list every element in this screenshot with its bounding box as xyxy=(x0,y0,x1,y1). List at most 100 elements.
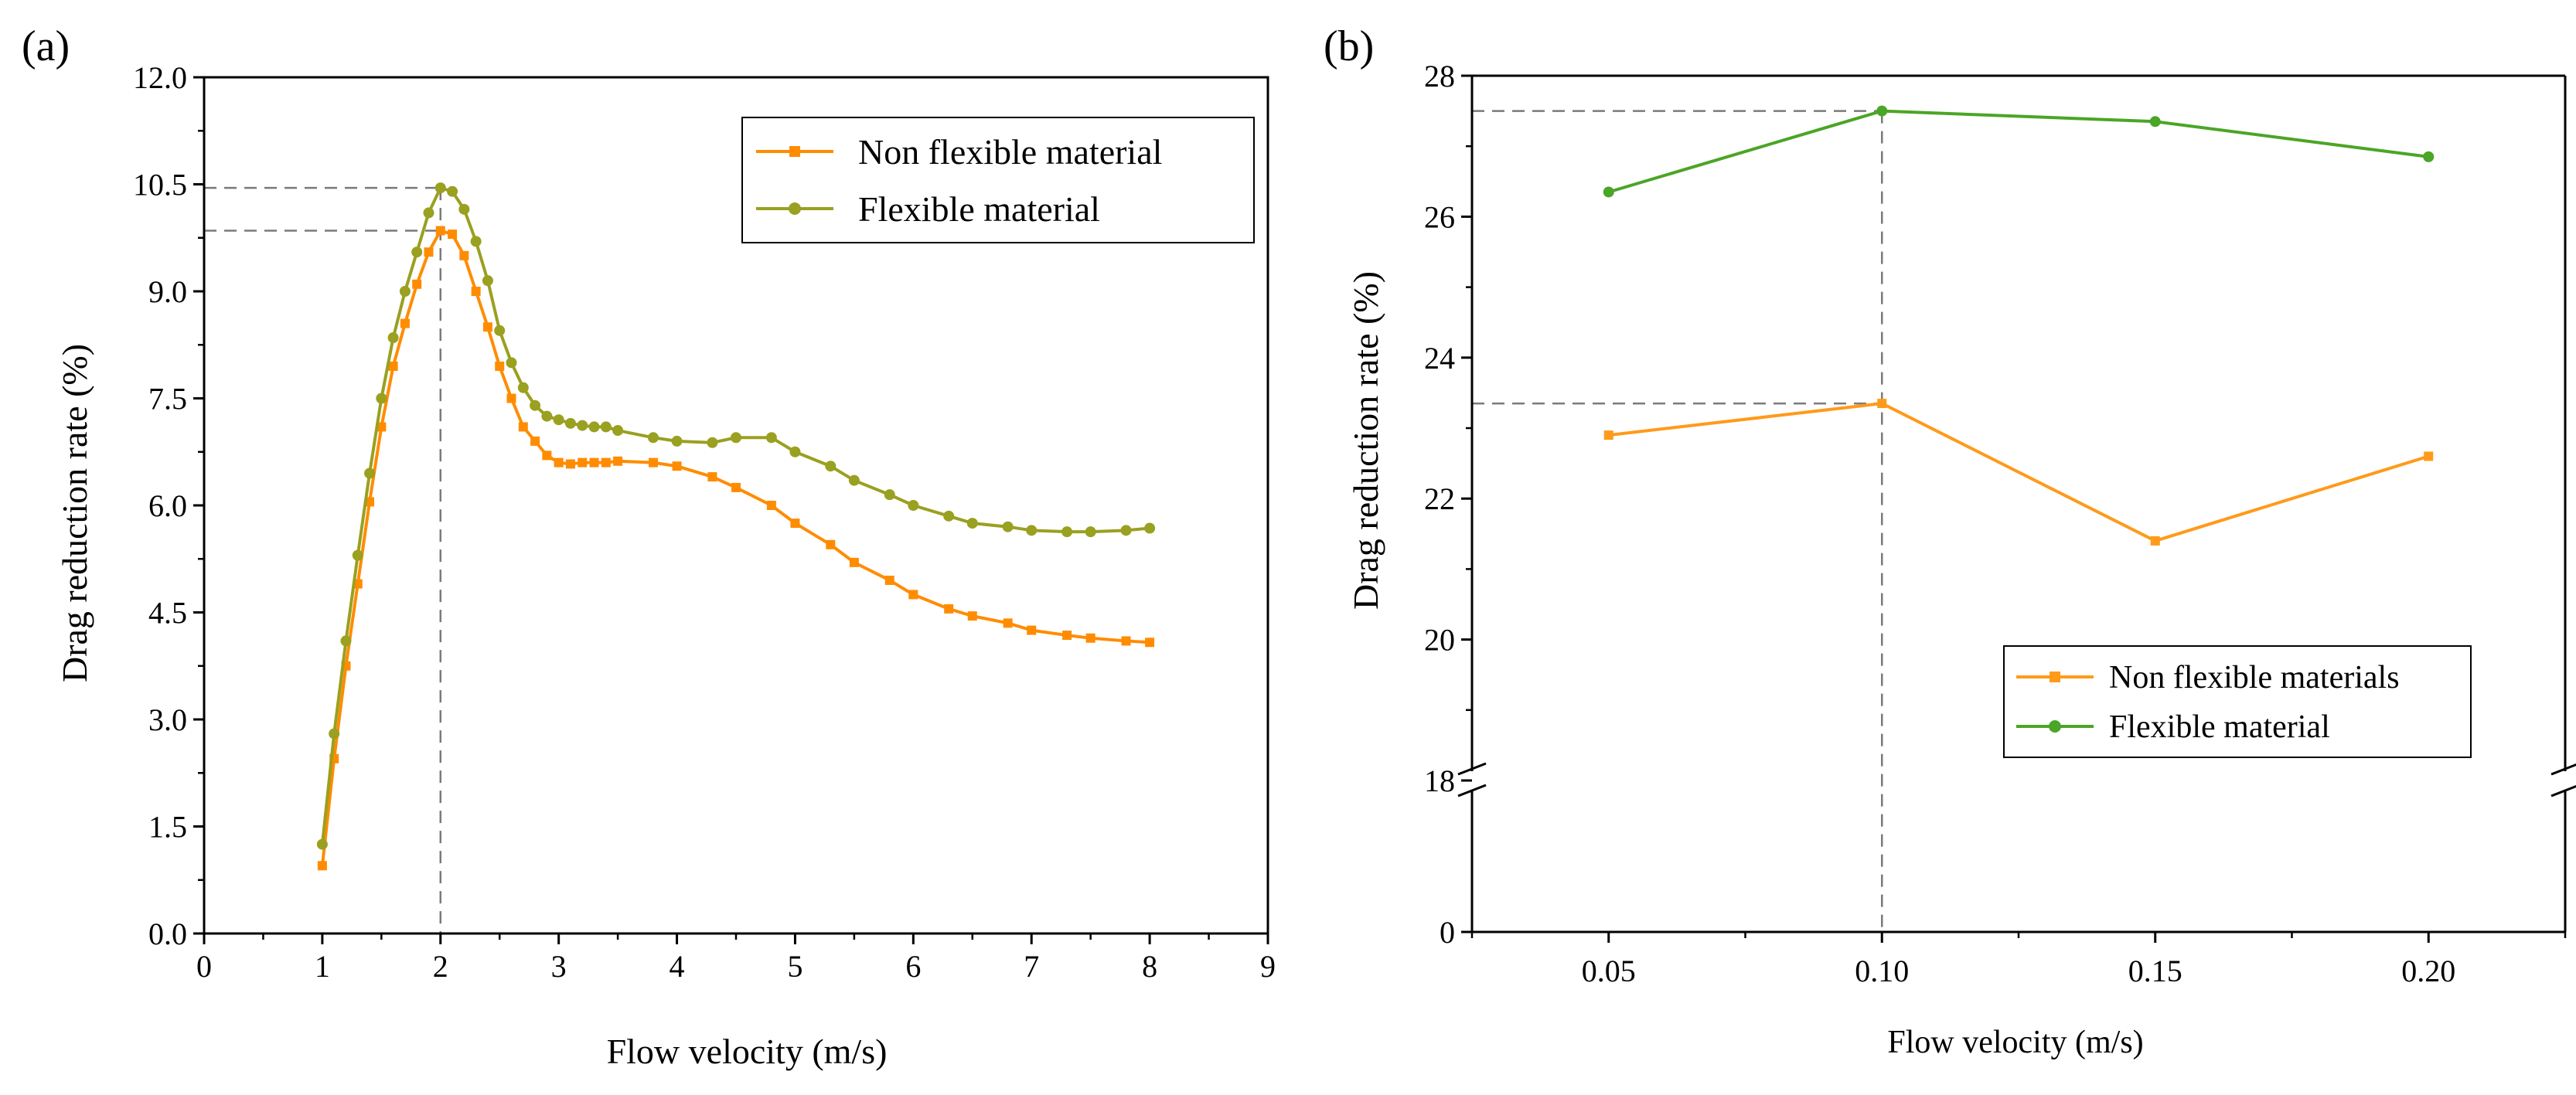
data-point xyxy=(2424,451,2434,461)
data-point xyxy=(412,279,422,289)
data-point xyxy=(908,500,919,511)
data-point xyxy=(672,461,682,471)
legend-marker xyxy=(2049,720,2061,733)
data-point xyxy=(944,604,954,614)
data-point xyxy=(966,518,978,529)
data-point xyxy=(1085,526,1096,538)
data-point xyxy=(564,417,576,429)
data-point xyxy=(601,457,611,468)
x-tick-label: 2 xyxy=(433,949,448,984)
series-line-1 xyxy=(320,186,1150,845)
data-point xyxy=(518,422,528,432)
data-point xyxy=(553,414,564,426)
series-line-1 xyxy=(1608,109,2429,194)
data-point xyxy=(1145,638,1155,648)
series-line-0 xyxy=(1608,402,2429,542)
y-tick-label: 3.0 xyxy=(148,702,187,737)
data-point xyxy=(1876,105,1888,117)
y-tick-label: 28 xyxy=(1424,59,1455,94)
data-point xyxy=(541,410,553,422)
chart-b: 0.05 0.10 0.15 0.20 0 18 20 22 24 26 28 Flow veloci… xyxy=(1346,59,2576,1060)
y-tick-label: 1.5 xyxy=(148,810,187,845)
y-tick-label: 0.0 xyxy=(148,916,187,951)
data-point xyxy=(2423,151,2435,162)
panel-a: (a) 0 1 2 3 4 5 6 7 8 9 0.0 1.5 3.0 4.5 6.0 7.5 9.0 10.5 1… xyxy=(0,0,1288,1091)
data-point xyxy=(884,489,895,501)
x-tick-label: 7 xyxy=(1024,949,1039,984)
legend-marker xyxy=(2050,672,2060,682)
data-point xyxy=(387,332,399,344)
data-point xyxy=(423,207,434,219)
data-point xyxy=(766,501,776,510)
data-point xyxy=(554,457,564,468)
panel-a-label: (a) xyxy=(22,22,70,70)
x-tick-label: 0.15 xyxy=(2128,954,2182,988)
data-point xyxy=(613,456,623,466)
data-point xyxy=(471,287,481,296)
y-tick-label: 9.0 xyxy=(148,274,187,309)
data-point xyxy=(1085,633,1095,643)
legend-label: Flexible material xyxy=(2109,709,2330,745)
data-point xyxy=(506,393,516,403)
x-tick-label: 6 xyxy=(905,949,921,984)
y-axis-label: Drag reduction rate (%) xyxy=(1346,271,1385,610)
data-point xyxy=(826,539,836,549)
data-point xyxy=(600,421,612,433)
data-point xyxy=(1603,186,1614,198)
data-point xyxy=(1002,521,1014,532)
x-tick-label: 8 xyxy=(1142,949,1157,984)
data-point xyxy=(578,457,588,468)
chart-a: 0 1 2 3 4 5 6 7 8 9 0.0 1.5 3.0 4.5 6.0 7.5 9.0 10.5 12.0 F… xyxy=(55,60,1276,1071)
data-point xyxy=(388,361,398,371)
legend-marker xyxy=(789,146,800,157)
y-tick-label: 18 xyxy=(1424,763,1455,798)
data-point xyxy=(908,590,918,600)
data-point xyxy=(376,393,387,404)
data-point xyxy=(482,275,493,287)
data-point xyxy=(459,250,469,260)
data-point xyxy=(707,437,718,448)
data-point xyxy=(612,425,624,437)
panel-b-label: (b) xyxy=(1324,22,1375,70)
data-point xyxy=(482,322,492,332)
data-point xyxy=(399,286,411,297)
data-point xyxy=(648,457,658,468)
data-point xyxy=(424,247,434,257)
x-tick-label: 4 xyxy=(670,949,685,984)
data-point xyxy=(316,838,328,850)
data-point xyxy=(1121,636,1131,646)
data-point xyxy=(1120,525,1132,536)
legend-box xyxy=(741,117,1255,243)
data-point xyxy=(435,226,445,236)
data-point xyxy=(1026,525,1038,536)
data-point xyxy=(967,611,977,621)
data-point xyxy=(458,203,470,215)
x-tick-label: 5 xyxy=(787,949,802,984)
y-tick-label: 22 xyxy=(1424,481,1455,516)
data-point xyxy=(731,482,741,492)
data-point xyxy=(340,635,352,647)
x-tick-label: 0 xyxy=(196,949,212,984)
data-point xyxy=(789,446,801,457)
x-tick-label: 9 xyxy=(1260,949,1276,984)
data-point xyxy=(849,557,859,567)
data-point xyxy=(542,451,552,461)
x-tick-label: 0.10 xyxy=(1855,954,1909,988)
legend-label: Flexible material xyxy=(858,189,1100,229)
data-point xyxy=(1003,618,1013,628)
data-point xyxy=(848,474,860,486)
data-point xyxy=(352,549,363,561)
data-point xyxy=(790,519,800,529)
panel-b: (b) 0.05 0.10 0.15 0.20 0 18 20 22 24 26 28 Flow ve… xyxy=(1288,0,2576,1091)
y-tick-label: 6.0 xyxy=(148,488,187,523)
y-tick-label: 4.5 xyxy=(148,596,187,631)
y-tick-label: 26 xyxy=(1424,199,1455,234)
data-point xyxy=(825,461,837,472)
axis-break-mark-1-b xyxy=(2550,784,2576,797)
data-point xyxy=(765,432,777,444)
data-point xyxy=(470,236,482,247)
data-point xyxy=(943,510,955,522)
data-point xyxy=(731,432,741,444)
data-point xyxy=(434,182,446,194)
data-point xyxy=(317,861,327,871)
